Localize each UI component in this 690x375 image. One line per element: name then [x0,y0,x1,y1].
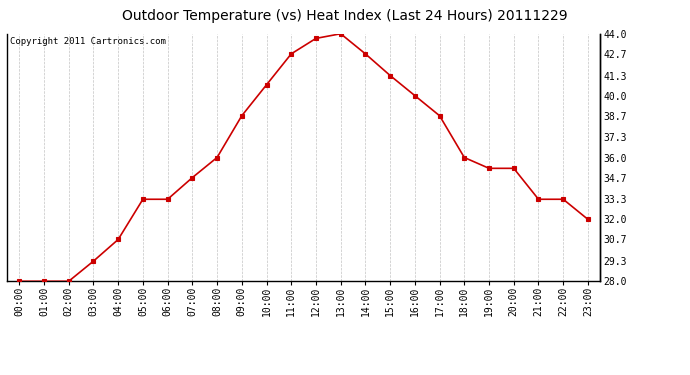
Text: Copyright 2011 Cartronics.com: Copyright 2011 Cartronics.com [10,38,166,46]
Text: Outdoor Temperature (vs) Heat Index (Last 24 Hours) 20111229: Outdoor Temperature (vs) Heat Index (Las… [122,9,568,23]
